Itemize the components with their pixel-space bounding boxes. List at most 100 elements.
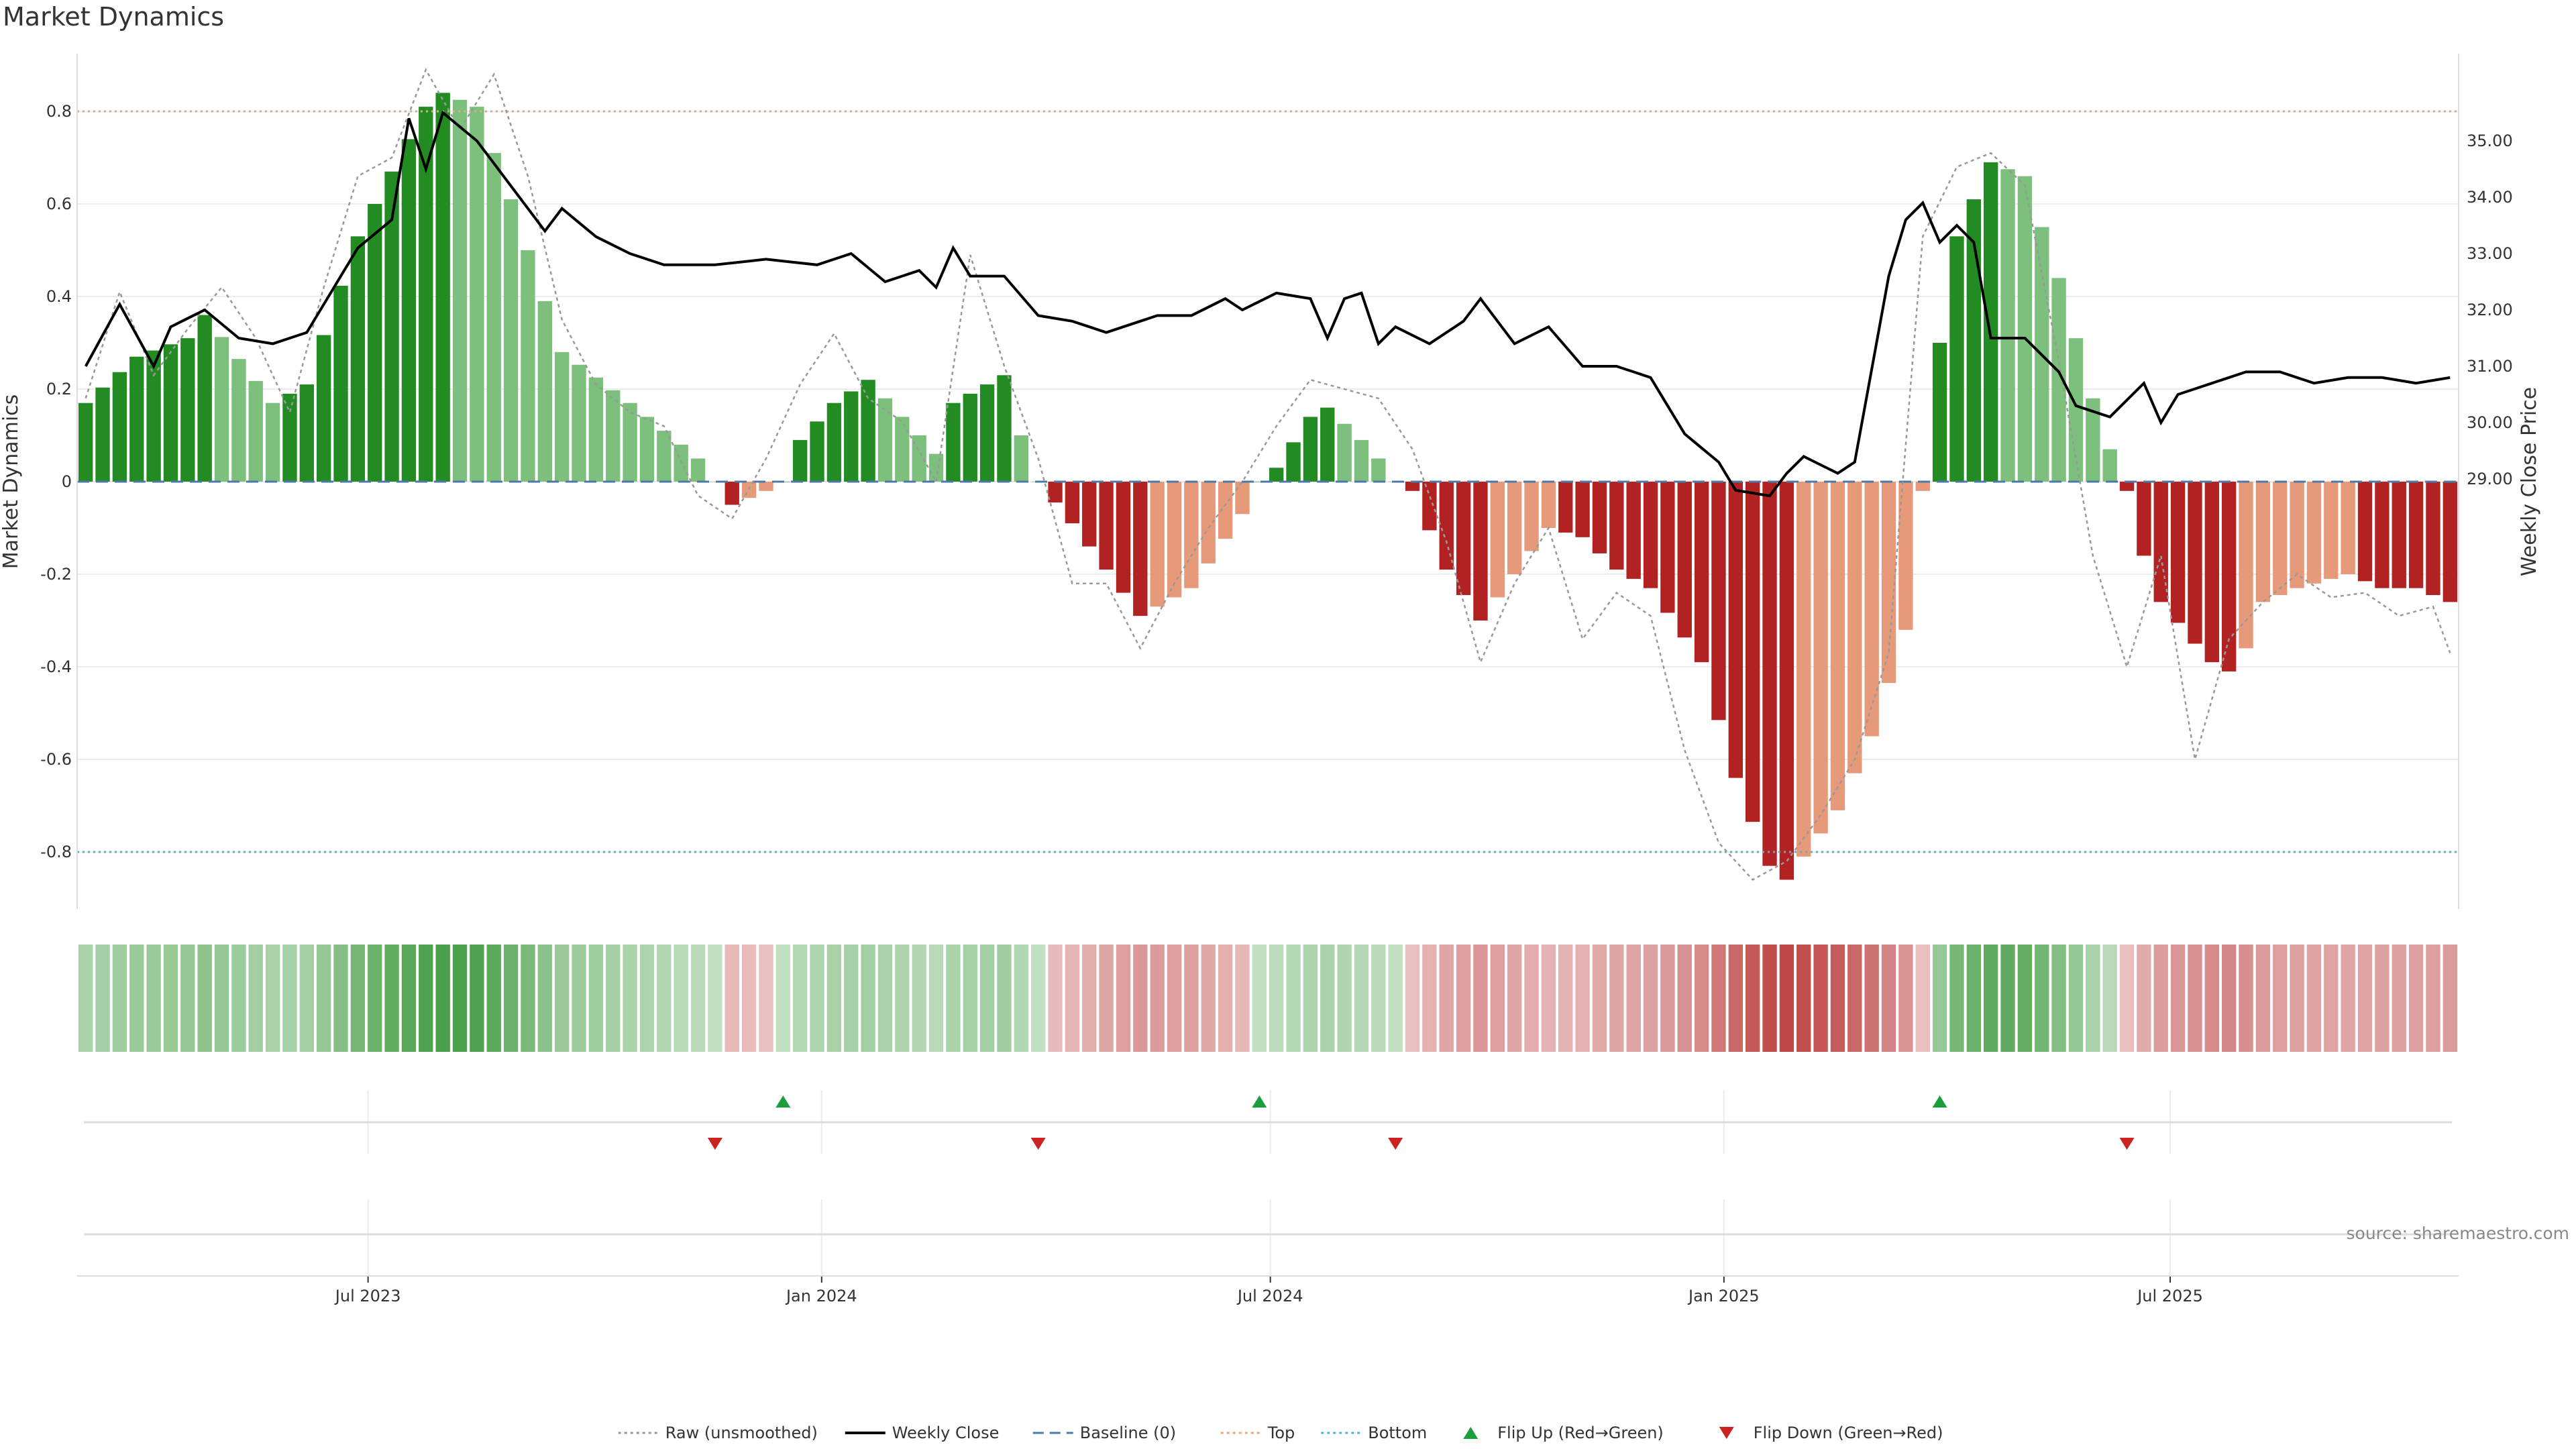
dynamics-bar <box>1677 482 1692 638</box>
dynamics-bar <box>2102 449 2117 482</box>
dynamics-bar <box>1558 482 1573 533</box>
regime-cell <box>1609 945 1624 1052</box>
legend-item: Flip Down (Green→Red) <box>1719 1424 1943 1442</box>
dynamics-bar <box>95 387 110 482</box>
dynamics-bar <box>2188 482 2202 644</box>
dynamics-bar <box>2051 278 2066 482</box>
regime-cell <box>2017 945 2033 1052</box>
dynamics-bar <box>555 352 570 482</box>
regime-cell <box>1031 945 1046 1052</box>
regime-cell <box>470 945 484 1052</box>
regime-cell <box>1660 945 1675 1052</box>
regime-cell <box>2290 945 2304 1052</box>
regime-cell <box>963 945 977 1052</box>
dynamics-bar <box>1660 482 1675 613</box>
dynamics-bar <box>2170 482 2186 623</box>
regime-cell <box>112 945 127 1052</box>
regime-cell <box>1830 945 1845 1052</box>
y2-tick-label: 32.00 <box>2467 301 2513 319</box>
dynamics-bar <box>214 337 229 482</box>
regime-cell <box>912 945 926 1052</box>
regime-cell <box>2392 945 2406 1052</box>
regime-cell <box>1592 945 1607 1052</box>
dynamics-bar <box>401 139 417 482</box>
y2-tick-label: 33.00 <box>2467 244 2513 263</box>
regime-cell <box>1473 945 1488 1052</box>
regime-cell <box>844 945 859 1052</box>
regime-cell <box>1541 945 1556 1052</box>
dynamics-bar <box>588 377 604 482</box>
regime-cell <box>1388 945 1403 1052</box>
y-axis-title: Market Dynamics <box>0 394 23 570</box>
dynamics-bar <box>1847 482 1862 773</box>
legend-label: Baseline (0) <box>1080 1424 1176 1442</box>
legend-item: Flip Up (Red→Green) <box>1463 1424 1664 1442</box>
dynamics-bar <box>1337 423 1352 482</box>
dynamics-bar <box>1099 482 1114 570</box>
dynamics-bar <box>928 453 944 482</box>
y-tick-label: -0.4 <box>40 657 72 676</box>
dynamics-bar <box>146 350 161 482</box>
dynamics-bar <box>1405 482 1420 491</box>
regime-cell <box>1150 945 1165 1052</box>
dynamics-bar <box>2222 482 2237 672</box>
dynamics-bar <box>1796 482 1811 857</box>
x-tick-label: Jan 2025 <box>1687 1287 1760 1305</box>
dynamics-bar <box>1014 435 1028 482</box>
regime-cell <box>946 945 961 1052</box>
regime-cell <box>1422 945 1437 1052</box>
regime-cell <box>180 945 195 1052</box>
dynamics-bar <box>912 435 926 482</box>
regime-cell <box>1728 945 1743 1052</box>
dynamics-bar <box>2204 482 2219 663</box>
dynamics-bar <box>1150 482 1165 607</box>
regime-cell <box>741 945 757 1052</box>
dynamics-bar <box>895 417 910 482</box>
regime-cell <box>2306 945 2322 1052</box>
dynamics-bar <box>333 285 348 482</box>
regime-cell <box>2051 945 2066 1052</box>
flip-down-marker <box>2119 1138 2135 1150</box>
dynamics-bar <box>1711 482 1726 720</box>
dynamics-bar <box>2119 482 2135 491</box>
dynamics-bar <box>1201 482 1216 564</box>
dynamics-bar <box>2426 482 2440 596</box>
dynamics-bar <box>503 199 519 482</box>
x-tick-label: Jan 2024 <box>785 1287 857 1305</box>
dynamics-bar <box>350 236 366 482</box>
dynamics-bar <box>1915 482 1930 491</box>
regime-cell <box>419 945 433 1052</box>
dynamics-bar <box>2273 482 2288 596</box>
legend-label: Top <box>1267 1424 1295 1442</box>
regime-cell <box>2255 945 2271 1052</box>
dynamics-bar <box>946 402 961 482</box>
regime-cell <box>350 945 366 1052</box>
regime-cell <box>1252 945 1267 1052</box>
regime-cell <box>1201 945 1216 1052</box>
dynamics-bar <box>1116 482 1131 593</box>
legend: Raw (unsmoothed) Weekly Close Baseline (0)… <box>618 1424 1943 1442</box>
dynamics-bar <box>2324 482 2339 579</box>
flip-down-marker <box>707 1138 722 1150</box>
regime-cell <box>572 945 586 1052</box>
dynamics-bar <box>2137 482 2151 556</box>
regime-cell <box>1779 945 1794 1052</box>
dynamics-bar <box>299 384 314 482</box>
regime-cell <box>1966 945 1981 1052</box>
regime-cell <box>1881 945 1896 1052</box>
regime-cell <box>759 945 773 1052</box>
regime-cell <box>606 945 621 1052</box>
regime-cell <box>810 945 824 1052</box>
regime-cell <box>639 945 655 1052</box>
dynamics-bar <box>2290 482 2304 588</box>
flip-up-marker <box>775 1095 791 1108</box>
dynamics-bar <box>435 93 450 482</box>
regime-cell <box>1524 945 1539 1052</box>
regime-cell <box>1898 945 1913 1052</box>
dynamics-bar <box>470 107 484 482</box>
regime-cell <box>2035 945 2049 1052</box>
regime-cell <box>1303 945 1318 1052</box>
dynamics-bar <box>1218 482 1233 539</box>
chart-title: Market Dynamics <box>3 2 224 32</box>
regime-cell <box>1099 945 1114 1052</box>
